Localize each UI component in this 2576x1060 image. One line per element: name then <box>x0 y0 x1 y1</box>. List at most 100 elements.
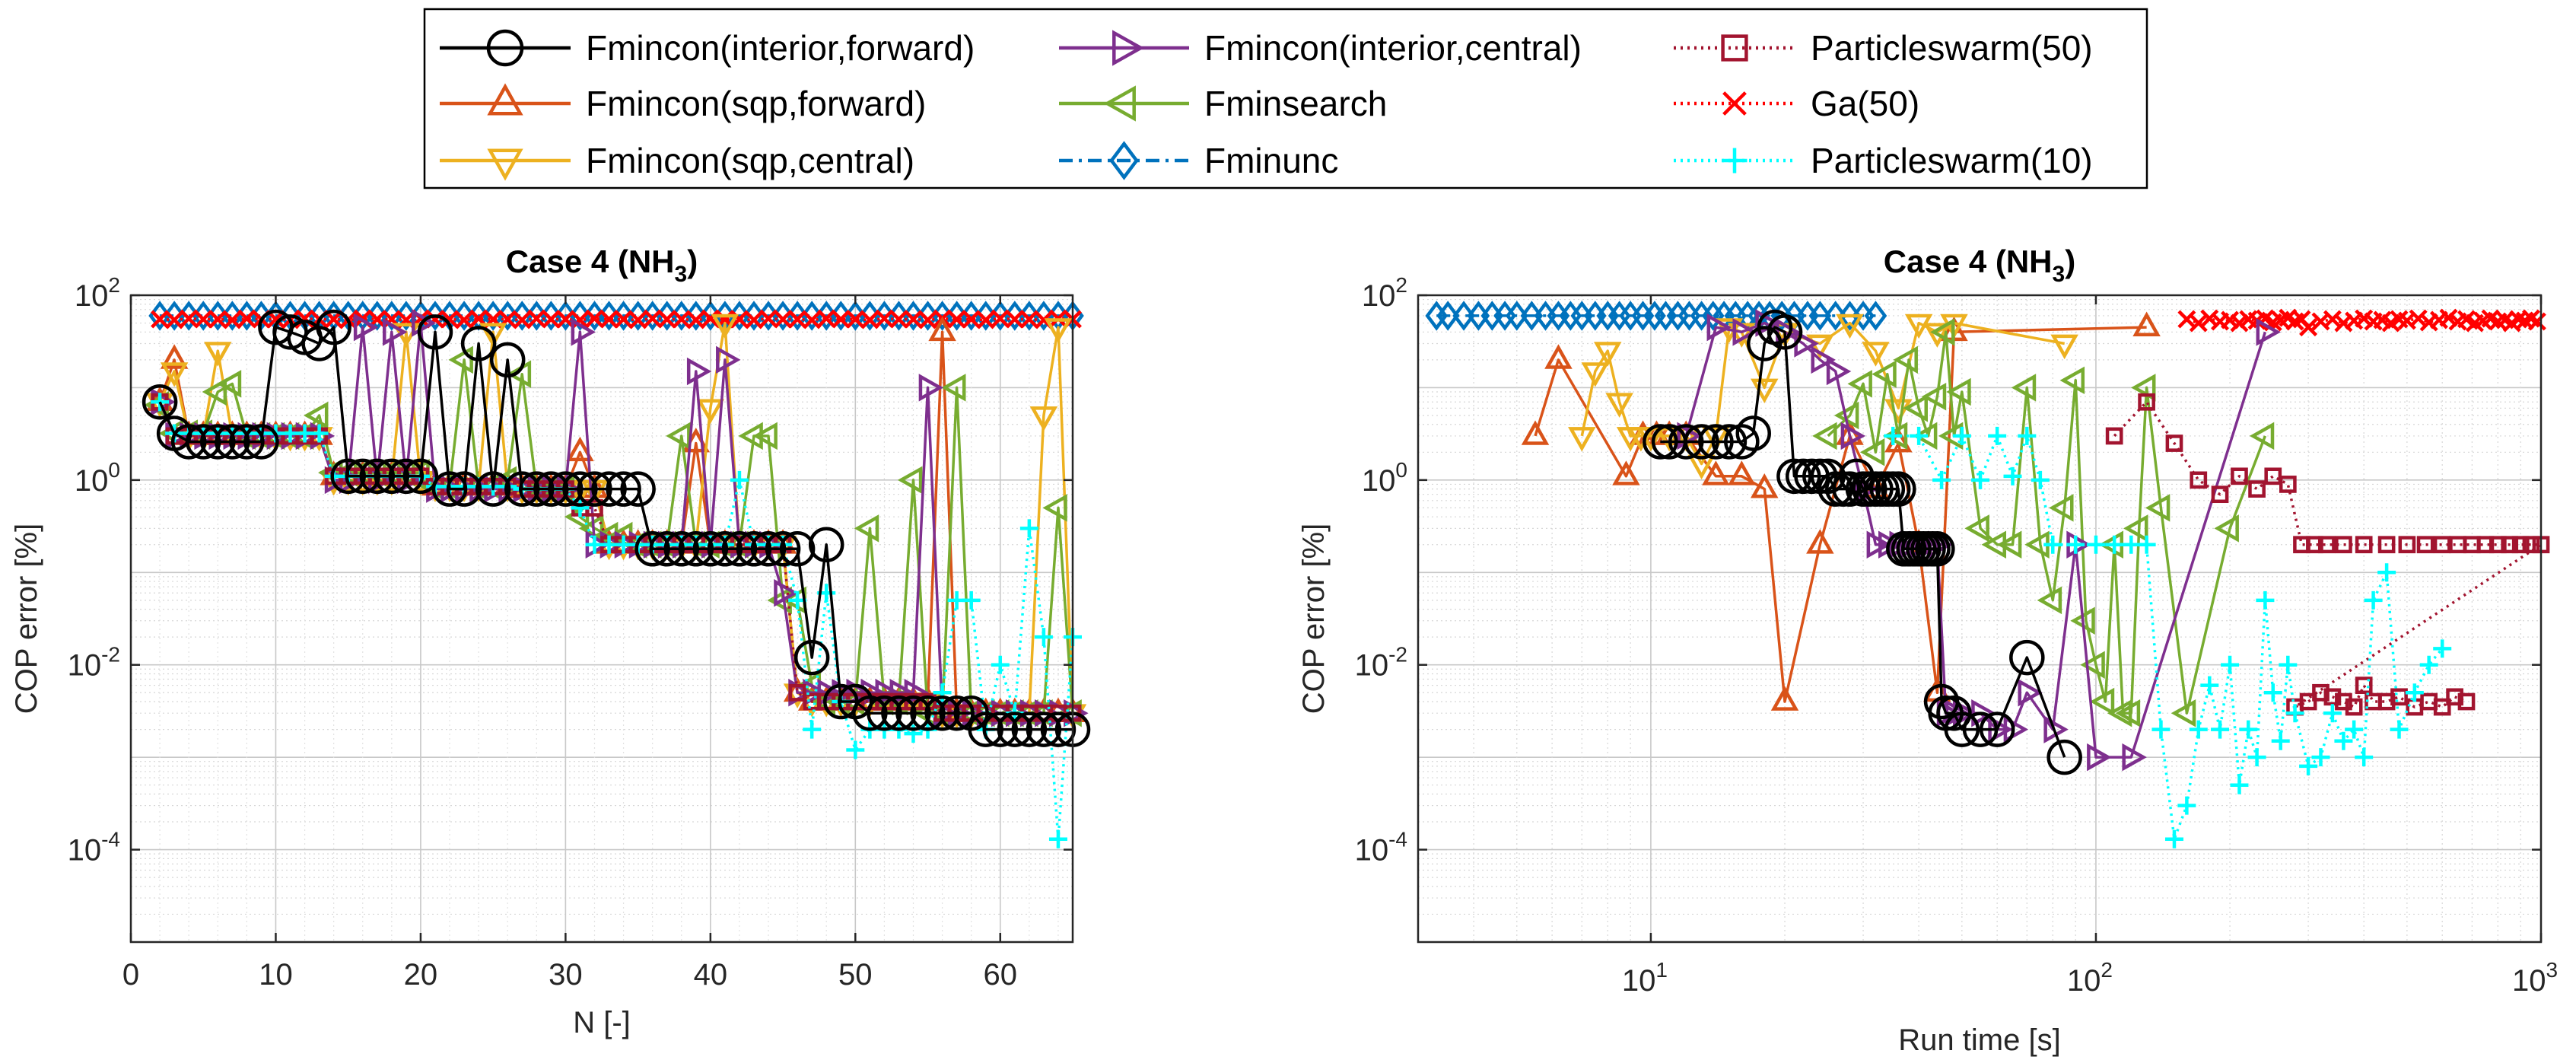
data-point-pso50 <box>2501 536 2519 554</box>
data-point-fic_forward <box>678 531 714 567</box>
data-point-ga50 <box>223 310 242 329</box>
data-point-fic_forward <box>170 424 207 460</box>
data-point-pso10 <box>2200 676 2219 695</box>
data-point-pso50 <box>788 683 806 702</box>
data-point-pso10 <box>2311 748 2330 767</box>
data-point-fic_forward <box>1776 458 1812 495</box>
data-point-pso10 <box>310 424 329 443</box>
x-tick-label: 30 <box>549 958 583 992</box>
y-tick-label: 10-2 <box>1355 643 1407 683</box>
data-point-ga50 <box>614 310 633 329</box>
data-point-fic_forward <box>1919 531 1955 567</box>
y-tick-label: 100 <box>75 458 120 498</box>
data-point-pso50 <box>2355 676 2373 695</box>
data-point-sqp_forward <box>566 436 594 462</box>
data-point-ga50 <box>947 310 966 329</box>
data-point-pso10 <box>2031 470 2050 489</box>
data-point-fminsearch <box>2115 699 2141 727</box>
data-point-sqp_forward <box>2132 311 2161 336</box>
data-point-ga50 <box>889 310 908 329</box>
data-point-ga50 <box>513 310 532 329</box>
series-line-fminsearch <box>1827 330 2267 715</box>
data-point-sqp_central <box>1806 334 1834 360</box>
data-point-fic_forward <box>634 531 670 567</box>
data-point-ga50 <box>860 310 879 329</box>
data-point-pso10 <box>2018 426 2037 445</box>
data-point-fic_central <box>686 357 712 386</box>
data-point-sqp_forward <box>1702 460 1730 485</box>
data-point-pso10 <box>2066 535 2085 554</box>
data-point-fic_forward <box>620 471 656 507</box>
data-point-sqp_central <box>1029 406 1058 431</box>
data-point-sqp_central <box>711 314 739 339</box>
data-point-fic_forward <box>779 531 816 567</box>
data-point-pso10 <box>1034 628 1053 647</box>
data-point-pso10 <box>2345 720 2364 739</box>
data-point-fminsearch <box>854 514 879 543</box>
data-point-fminsearch <box>216 370 242 398</box>
data-point-fic_forward <box>721 531 758 567</box>
data-point-fic_forward <box>867 695 902 731</box>
data-point-fic_forward <box>475 471 511 507</box>
data-point-pso10 <box>2189 720 2208 739</box>
data-point-sqp_central <box>1862 342 1890 367</box>
chart-title: Case 4 (NH3) <box>1884 244 2075 287</box>
data-point-pso10 <box>2355 748 2374 767</box>
data-point-fic_forward <box>1881 471 1916 507</box>
x-tick-label: 50 <box>838 958 873 992</box>
data-point-fic_forward <box>1944 711 1980 747</box>
data-point-fic_forward <box>519 471 555 507</box>
legend-entry-fminunc: Fminunc <box>1059 141 1338 180</box>
data-point-sqp_central <box>1044 318 1073 343</box>
data-point-sqp_central <box>1904 314 1933 339</box>
data-point-fminunc <box>1436 301 1459 331</box>
data-point-fic_forward <box>2046 739 2082 775</box>
data-point-pso10 <box>2122 535 2141 554</box>
data-point-ga50 <box>730 310 749 329</box>
data-point-fic_forward <box>910 695 946 731</box>
data-point-sqp_central <box>1605 393 1633 418</box>
data-point-pso50 <box>2138 393 2155 411</box>
data-point-fic_forward <box>504 471 540 507</box>
data-point-fic_forward <box>606 471 641 507</box>
data-point-pso10 <box>2086 535 2105 554</box>
data-point-fic_central <box>1732 318 1757 346</box>
legend-marker-fic_forward <box>486 29 524 67</box>
data-point-pso50 <box>2390 688 2408 706</box>
data-point-ga50 <box>759 309 778 328</box>
data-point-fic_forward <box>968 711 1003 747</box>
data-point-ga50 <box>194 310 213 329</box>
data-point-ga50 <box>556 310 575 329</box>
data-point-fminsearch <box>1042 494 1067 522</box>
data-point-fic_forward <box>417 314 453 350</box>
data-point-fic_forward <box>1668 424 1704 460</box>
data-point-ga50 <box>1019 310 1038 329</box>
series-line-ga50 <box>160 317 1073 322</box>
data-point-ga50 <box>672 310 691 329</box>
data-point-pso50 <box>2165 435 2183 452</box>
data-point-fic_forward <box>1785 458 1821 495</box>
data-point-fminsearch <box>202 377 227 406</box>
data-point-sqp_forward <box>1751 473 1779 498</box>
data-point-fminsearch <box>304 401 329 430</box>
axes-box <box>1417 294 2543 944</box>
y-tick-label: 100 <box>1362 458 1407 498</box>
data-point-pso50 <box>2511 536 2530 554</box>
legend-marker-ga50 <box>1722 91 1747 116</box>
y-tick-label: 10-2 <box>68 643 120 683</box>
data-point-fminsearch <box>666 422 691 450</box>
data-point-pso50 <box>2377 536 2396 554</box>
data-point-fic_forward <box>2009 639 2045 676</box>
data-point-fminsearch <box>738 422 763 450</box>
data-point-fic_forward <box>1711 424 1748 460</box>
data-point-fic_forward <box>562 471 598 507</box>
data-point-ga50 <box>803 310 822 329</box>
data-point-fic_central <box>2018 679 2043 707</box>
data-point-ga50 <box>237 309 256 328</box>
data-point-fminsearch <box>1981 530 2007 559</box>
legend-marker-pso10 <box>1722 148 1748 173</box>
data-point-fic_forward <box>1698 424 1734 460</box>
series-line-fic_forward <box>158 326 1073 731</box>
